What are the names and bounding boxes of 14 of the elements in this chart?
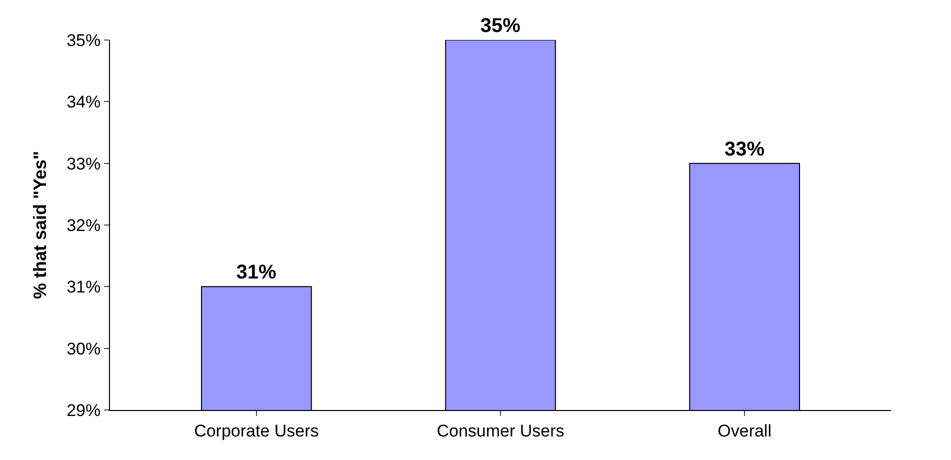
data-label: 33% [724,138,765,160]
y-tick-label: 34% [66,92,101,112]
y-tick-label: 32% [66,216,101,235]
x-tick-label: Corporate Users [194,421,319,440]
x-tick-label: Consumer Users [436,421,564,440]
y-tick-label: 35% [66,30,101,50]
y-tick-label: 30% [66,339,101,358]
data-label: 31% [236,262,277,284]
data-label: 35% [480,15,521,37]
y-axis-title: % that said "Yes" [30,150,50,300]
y-tick-label: 33% [66,154,101,174]
x-tick-label: Overall [718,421,772,440]
y-tick-label: 31% [66,278,101,297]
y-tick-label: 29% [66,400,101,420]
